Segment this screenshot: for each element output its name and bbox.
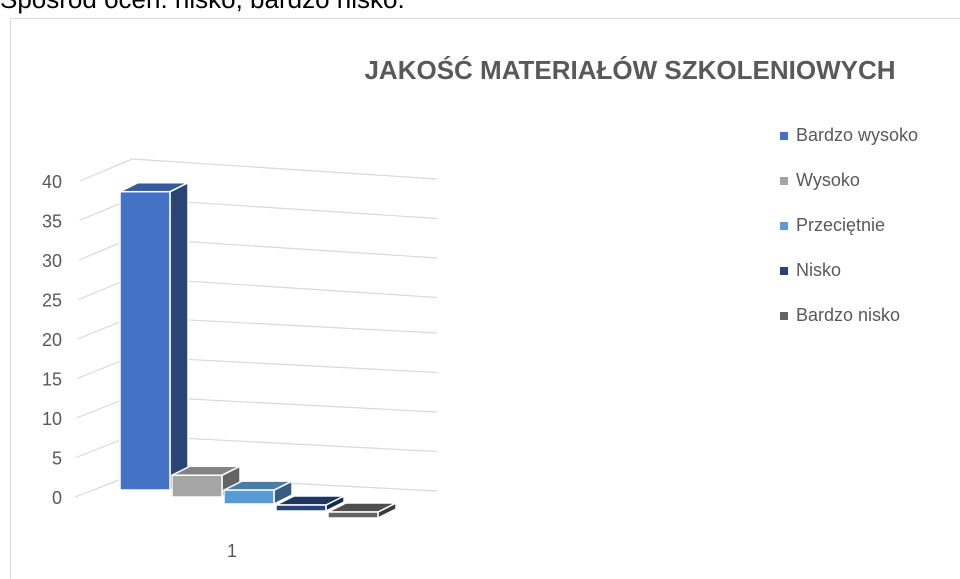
y-tick-label: 0 [52, 488, 62, 508]
legend-swatch [780, 267, 788, 275]
grid-line [79, 158, 438, 182]
legend-label: Bardzo wysoko [796, 125, 918, 145]
x-tick-label: 1 [227, 541, 237, 561]
legend-swatch [780, 177, 788, 185]
y-tick-label: 40 [42, 172, 62, 192]
y-tick-label: 10 [42, 409, 62, 429]
legend-label: Wysoko [796, 170, 860, 190]
bar [171, 474, 223, 498]
bar [119, 190, 171, 491]
y-tick-label: 35 [42, 211, 62, 231]
bar [275, 504, 327, 512]
legend-label: Przeciętnie [796, 215, 885, 235]
top-text: Spośród ocen: nisko, bardzo nisko. [0, 0, 405, 15]
bar [327, 511, 379, 519]
legend-swatch [780, 312, 788, 320]
y-tick-label: 5 [52, 448, 62, 468]
chart-title: JAKOŚĆ MATERIAŁÓW SZKOLENIOWYCH [364, 55, 895, 85]
y-tick-label: 15 [42, 369, 62, 389]
y-tick-label: 20 [42, 330, 62, 350]
y-tick-label: 25 [42, 290, 62, 310]
bar [223, 489, 275, 505]
legend-swatch [780, 222, 788, 230]
legend-label: Bardzo nisko [796, 305, 900, 325]
legend-label: Nisko [796, 260, 841, 280]
y-tick-label: 30 [42, 251, 62, 271]
bar-side [169, 181, 189, 492]
legend-swatch [780, 132, 788, 140]
